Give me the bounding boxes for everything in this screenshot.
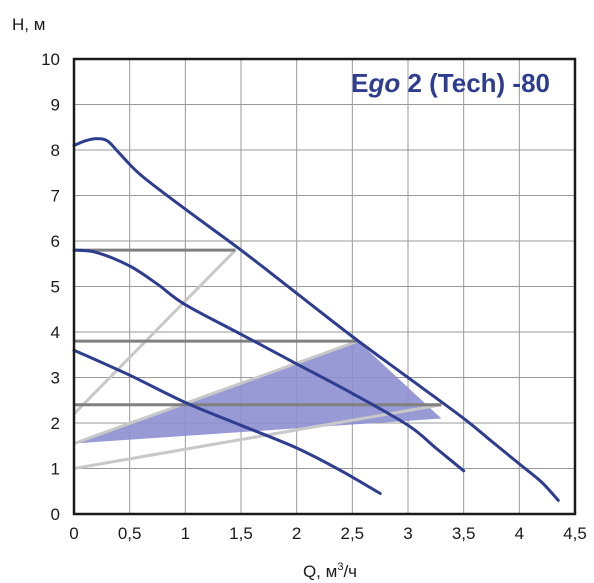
proportional-pressure-line-2	[73, 403, 442, 470]
x-tick-label: 3	[403, 524, 412, 543]
pump-curve-2	[72, 248, 466, 473]
pump-curve-3	[72, 348, 382, 495]
series-layer	[72, 137, 560, 502]
y-axis-label: H, м	[12, 15, 45, 34]
y-tick-label: 1	[51, 460, 60, 479]
x-tick-label: 0	[69, 524, 78, 543]
pump-curve-1	[72, 137, 560, 502]
y-tick-label: 2	[51, 414, 60, 433]
y-tick-label: 6	[51, 232, 60, 251]
chart-title: Ego 2 (Tech) -80	[351, 68, 550, 98]
x-tick-label: 4,5	[563, 524, 587, 543]
x-tick-label: 2	[292, 524, 301, 543]
proportional-pressure-line-1	[73, 339, 359, 445]
y-tick-label: 5	[51, 278, 60, 297]
operating-area	[74, 341, 442, 444]
y-tick-label: 0	[51, 505, 60, 524]
grid	[73, 58, 576, 515]
x-tick-label: 3,5	[452, 524, 476, 543]
control-lines-layer	[72, 248, 442, 470]
x-tick-label: 2,5	[341, 524, 365, 543]
x-tick-label: 1,5	[229, 524, 253, 543]
x-axis-label: Q, м3/ч	[303, 561, 357, 581]
x-tick-label: 1	[181, 524, 190, 543]
operating-area-layer	[74, 341, 442, 444]
y-tick-label: 4	[51, 323, 60, 342]
tick-labels: 0 0,5 1 1,5 2 2,5 3 3,5 4 4,5 0 1 2 3 4 5 6 7 8 9 10	[41, 50, 587, 543]
y-tick-label: 8	[51, 141, 60, 160]
y-tick-label: 3	[51, 369, 60, 388]
x-tick-label: 0,5	[118, 524, 142, 543]
y-tick-label: 10	[41, 50, 60, 69]
y-tick-label: 7	[51, 187, 60, 206]
plot-frame	[72, 57, 577, 516]
y-tick-label: 9	[51, 96, 60, 115]
proportional-pressure-line-0	[72, 249, 237, 415]
x-tick-label: 4	[515, 524, 524, 543]
